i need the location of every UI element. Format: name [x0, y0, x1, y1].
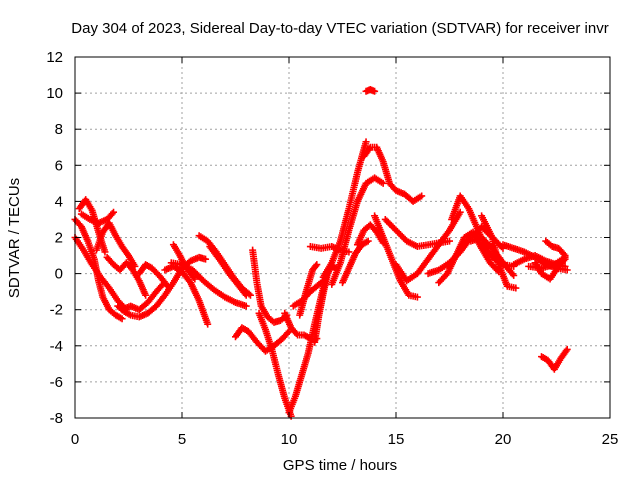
- data-point-marker: [560, 257, 568, 265]
- data-point-marker: [157, 282, 165, 290]
- y-tick-label: -4: [50, 338, 63, 355]
- data-point-marker: [510, 271, 518, 279]
- data-point-marker: [165, 284, 173, 292]
- data-point-marker: [191, 275, 199, 283]
- y-tick-label: 2: [55, 230, 63, 247]
- series-track-2: [71, 234, 130, 314]
- series-track-26: [339, 237, 372, 287]
- y-tick-label: -8: [50, 410, 63, 427]
- data-point-marker: [202, 255, 210, 263]
- series-track-42: [542, 237, 569, 260]
- chart-title: Day 304 of 2023, Sidereal Day-to-day VTE…: [71, 20, 608, 37]
- y-tick-label: 6: [55, 157, 63, 174]
- data-marks: [71, 85, 571, 420]
- series-track-1: [71, 215, 126, 323]
- data-point-marker: [142, 291, 150, 299]
- series-track-8: [118, 280, 167, 314]
- data-point-marker: [284, 329, 292, 337]
- series-track-37: [478, 212, 520, 292]
- y-axis-label: SDTVAR / TECUs: [6, 178, 23, 298]
- series-track-28: [360, 143, 426, 205]
- x-tick-label: 0: [71, 431, 79, 448]
- data-point-marker: [379, 179, 387, 187]
- series-track-24: [319, 138, 370, 281]
- axis-ticks: 0 5 10 15 20 25 -8 -6 -4 -2 0 2 4 6 8 10 12: [46, 49, 618, 448]
- data-point-marker: [561, 252, 569, 260]
- x-tick-label: 20: [495, 431, 512, 448]
- data-point-marker: [118, 315, 126, 323]
- grid: [75, 57, 610, 418]
- series-track-4: [77, 208, 118, 227]
- data-point-marker: [562, 347, 570, 355]
- y-tick-label: -2: [50, 302, 63, 319]
- y-tick-label: 0: [55, 266, 63, 283]
- data-point-marker: [242, 302, 250, 310]
- data-point-marker: [108, 210, 116, 218]
- y-tick-label: 4: [55, 193, 63, 210]
- data-point-marker: [512, 284, 520, 292]
- data-point-marker: [292, 330, 300, 338]
- data-point-marker: [446, 237, 453, 245]
- x-axis-label: GPS time / hours: [283, 457, 397, 474]
- y-tick-label: -6: [50, 374, 63, 391]
- data-point-marker: [101, 248, 109, 256]
- data-point-marker: [313, 261, 321, 269]
- series-track-6: [103, 253, 150, 299]
- data-point-marker: [365, 145, 373, 153]
- series-track-29: [362, 85, 379, 95]
- series-track-31: [381, 215, 453, 251]
- x-tick-label: 10: [281, 431, 298, 448]
- series-track-14: [206, 243, 250, 299]
- data-point-marker: [362, 138, 370, 146]
- series-track-16: [249, 246, 291, 326]
- data-point-marker: [345, 248, 353, 256]
- y-tick-label: 10: [46, 85, 63, 102]
- data-point-marker: [561, 262, 569, 270]
- series-track-11: [167, 259, 250, 310]
- data-point-marker: [312, 262, 320, 270]
- x-tick-label: 5: [178, 431, 186, 448]
- data-point-marker: [560, 250, 568, 258]
- series-track-32: [392, 208, 464, 285]
- x-tick-label: 15: [388, 431, 405, 448]
- series-track-10: [161, 262, 212, 328]
- data-point-marker: [371, 87, 379, 95]
- data-point-marker: [110, 208, 118, 216]
- series-track-15: [232, 324, 293, 355]
- series-track-12: [169, 241, 199, 283]
- series-track-43: [538, 345, 571, 373]
- data-point-marker: [364, 237, 372, 245]
- data-point-marker: [563, 266, 571, 274]
- y-tick-label: 12: [46, 49, 63, 66]
- series-track-7: [114, 253, 210, 321]
- x-tick-label: 25: [602, 431, 619, 448]
- y-tick-label: 8: [55, 121, 63, 138]
- series-track-25: [328, 174, 387, 288]
- data-point-marker: [204, 320, 212, 328]
- series-track-9: [135, 261, 173, 292]
- series-track-41: [531, 255, 569, 283]
- data-point-marker: [563, 345, 571, 353]
- data-point-marker: [242, 291, 250, 299]
- data-point-marker: [418, 192, 426, 200]
- data-point-marker: [413, 293, 421, 301]
- series-track-22: [296, 261, 321, 319]
